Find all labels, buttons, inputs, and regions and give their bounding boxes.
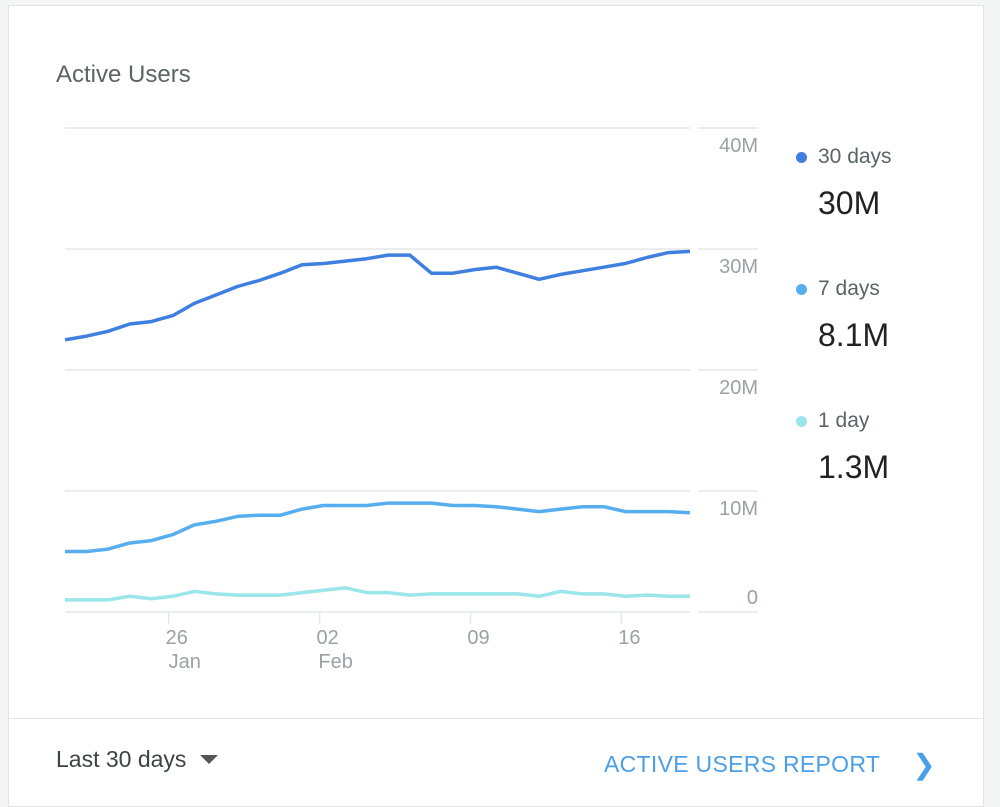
x-tick-sublabel: Feb xyxy=(318,651,352,673)
x-tick-label: 02 xyxy=(316,627,338,649)
date-range-label: Last 30 days xyxy=(56,746,187,772)
footer-divider xyxy=(9,718,983,719)
x-tick-label: 16 xyxy=(618,627,640,649)
legend-label: 1 day xyxy=(818,409,870,432)
active-users-card: Active Users Last 30 days ACTIVE USERS R… xyxy=(8,5,984,807)
series-line-30-days xyxy=(64,249,691,342)
series-line-7-days xyxy=(65,501,691,554)
y-tick-label: 20M xyxy=(719,377,758,399)
legend-item-7-days[interactable]: 7 days 8.1M xyxy=(796,277,892,409)
date-range-dropdown[interactable]: Last 30 days xyxy=(56,746,219,773)
y-tick-label: 0 xyxy=(747,587,758,609)
x-tick-sublabel: Jan xyxy=(169,651,201,673)
legend-dot-icon xyxy=(796,415,807,427)
legend-item-1-day[interactable]: 1 day 1.3M xyxy=(796,409,892,541)
legend: 30 days 30M 7 days 8.1M 1 day 1.3M xyxy=(796,145,892,541)
legend-dot-icon xyxy=(796,283,807,295)
legend-item-30-days[interactable]: 30 days 30M xyxy=(796,145,892,277)
report-link-label: ACTIVE USERS REPORT xyxy=(604,751,881,777)
y-tick-label: 10M xyxy=(719,498,758,520)
x-tick-label: 26 xyxy=(166,627,188,649)
legend-value: 8.1M xyxy=(818,317,890,353)
active-users-report-link[interactable]: ACTIVE USERS REPORT ❯ xyxy=(604,748,936,781)
chevron-right-icon: ❯ xyxy=(912,749,936,780)
legend-label: 7 days xyxy=(818,277,880,300)
x-tick-label: 09 xyxy=(467,627,489,649)
card-title: Active Users xyxy=(56,61,191,88)
y-tick-label: 40M xyxy=(719,135,758,157)
legend-value: 1.3M xyxy=(818,449,890,485)
y-tick-label: 30M xyxy=(719,256,758,278)
series-line-1-day xyxy=(65,586,690,602)
legend-label: 30 days xyxy=(818,145,892,168)
caret-down-icon xyxy=(200,755,219,764)
legend-dot-icon xyxy=(796,151,807,163)
legend-value: 30M xyxy=(818,185,881,221)
